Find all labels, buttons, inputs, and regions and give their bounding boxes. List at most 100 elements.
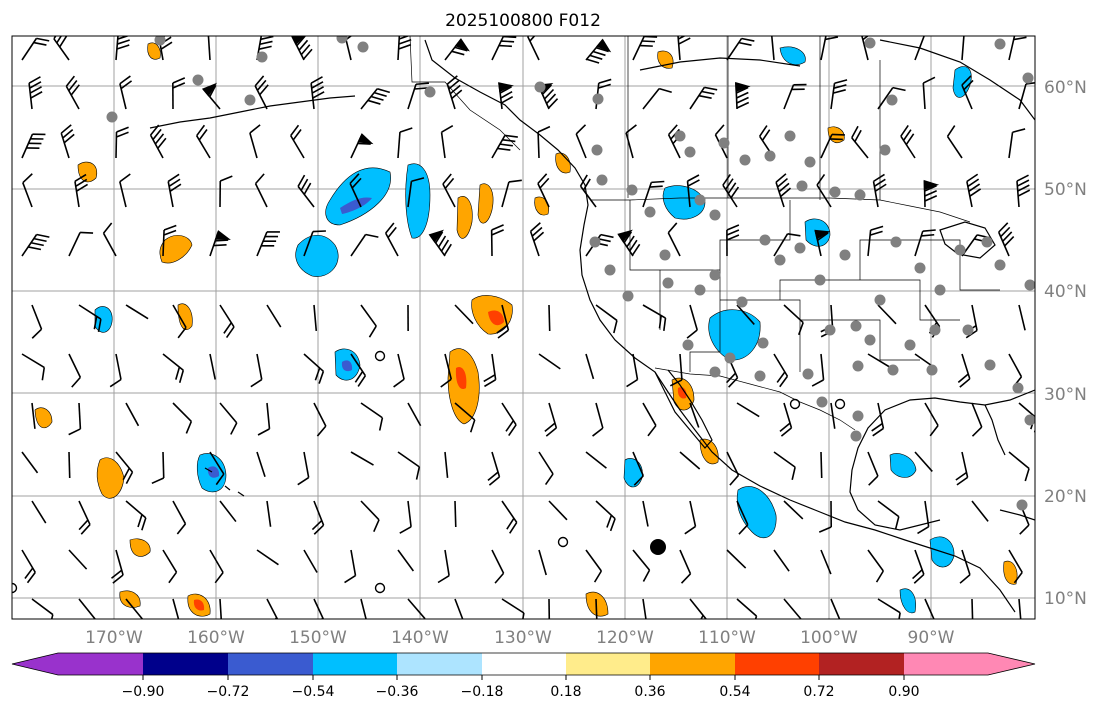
wind-barb bbox=[872, 173, 887, 208]
colorbar-segment bbox=[904, 653, 988, 675]
wind-barb bbox=[924, 402, 939, 437]
station-dot bbox=[887, 364, 899, 376]
wind-barb bbox=[684, 500, 697, 535]
wind-barb bbox=[830, 402, 836, 429]
station-dot bbox=[796, 180, 808, 192]
cuba bbox=[999, 509, 1035, 521]
colorbar-tick-label: −0.72 bbox=[207, 684, 250, 700]
station-dot bbox=[592, 93, 604, 105]
wind-barb bbox=[544, 402, 558, 437]
wind-barb bbox=[21, 451, 39, 474]
wind-barb bbox=[585, 549, 603, 583]
wind-barb bbox=[961, 36, 965, 61]
colorbar-tick-label: 0.72 bbox=[803, 684, 834, 700]
station-dot bbox=[984, 359, 996, 371]
wind-barb bbox=[783, 83, 807, 110]
wind-barb bbox=[498, 82, 514, 110]
positive-anomaly-patch bbox=[34, 407, 53, 429]
wind-barb bbox=[783, 500, 804, 520]
positive-anomaly-core bbox=[193, 599, 205, 611]
wind-barb bbox=[31, 304, 43, 339]
wind-barb bbox=[407, 598, 426, 619]
station-dot bbox=[622, 290, 634, 302]
wind-barb bbox=[440, 124, 454, 159]
wind-barb bbox=[399, 500, 412, 534]
wind-barb bbox=[959, 549, 971, 584]
wind-barb bbox=[775, 173, 792, 208]
positive-anomaly-patch bbox=[119, 590, 141, 608]
wind-barb bbox=[350, 233, 379, 257]
wind-barb bbox=[642, 598, 648, 619]
wind-barb bbox=[736, 598, 758, 619]
station-dot bbox=[934, 284, 946, 296]
station-dot bbox=[589, 236, 601, 248]
wind-barb bbox=[548, 500, 568, 521]
wind-barb bbox=[491, 549, 505, 584]
hawaii-islands bbox=[204, 467, 245, 497]
wind-barb bbox=[115, 451, 134, 484]
positive-anomaly-patch bbox=[555, 152, 571, 174]
positive-anomaly-patch bbox=[699, 438, 719, 465]
wind-barb bbox=[538, 451, 554, 486]
wind-barb bbox=[125, 500, 147, 531]
wind-barb bbox=[360, 304, 377, 338]
lon-label: 150°W bbox=[289, 628, 347, 648]
station-dot bbox=[852, 360, 864, 372]
wind-barb bbox=[483, 353, 497, 388]
wind-barb bbox=[428, 229, 452, 257]
wind-barb bbox=[350, 133, 374, 159]
wind-barb bbox=[490, 224, 504, 257]
wind-barb bbox=[266, 500, 272, 527]
wind-barb bbox=[360, 598, 369, 619]
station-dot bbox=[596, 174, 608, 186]
wind-barb bbox=[783, 304, 804, 336]
station-dot bbox=[674, 130, 686, 142]
station-dot bbox=[662, 277, 674, 289]
colorbar-segment bbox=[143, 653, 228, 675]
wind-barb bbox=[626, 353, 639, 388]
wind-barb bbox=[867, 451, 879, 486]
wind-barb bbox=[209, 549, 224, 584]
wind-barb bbox=[266, 304, 282, 328]
map-frame bbox=[11, 35, 1036, 620]
negative-anomaly-patch bbox=[708, 309, 761, 361]
wind-barb bbox=[1018, 81, 1035, 110]
station-dot bbox=[709, 209, 721, 221]
florida bbox=[984, 404, 1006, 456]
station-dot bbox=[604, 264, 616, 276]
wind-barb bbox=[537, 173, 550, 208]
wind-barb bbox=[1018, 304, 1026, 331]
station-dot bbox=[764, 150, 776, 162]
negative-anomaly-patch bbox=[952, 66, 972, 98]
colorbar-tick-label: 0.54 bbox=[719, 684, 750, 700]
wind-barb bbox=[529, 222, 545, 257]
contour-fills bbox=[34, 42, 1018, 617]
wind-barb bbox=[955, 451, 969, 486]
station-dot bbox=[534, 81, 546, 93]
wind-barb bbox=[397, 36, 412, 61]
positive-anomaly-patch bbox=[129, 538, 151, 557]
wind-barb bbox=[407, 82, 430, 110]
wind-barb bbox=[266, 598, 280, 619]
station-dot bbox=[816, 396, 828, 408]
wind-barb bbox=[349, 173, 362, 208]
wind-barb bbox=[21, 233, 50, 257]
station-dot bbox=[1024, 279, 1035, 291]
colorbar-outline bbox=[11, 652, 1036, 676]
wind-barb bbox=[384, 222, 399, 257]
wind-barb bbox=[219, 402, 238, 435]
colorbar-tick-label: 0.18 bbox=[550, 684, 581, 700]
colorbar-tick-label: −0.36 bbox=[376, 684, 419, 700]
colorbar-high-extension bbox=[988, 653, 1035, 675]
wind-barb bbox=[914, 36, 938, 61]
negative-anomaly-core bbox=[340, 197, 372, 214]
wind-barb bbox=[454, 598, 466, 619]
wind-barb bbox=[585, 38, 612, 64]
wind-barb bbox=[68, 549, 88, 570]
great-lakes bbox=[939, 221, 996, 259]
wind-barb bbox=[912, 549, 925, 584]
wind-barb bbox=[257, 402, 271, 436]
station-dot bbox=[106, 111, 118, 123]
wind-barb bbox=[303, 353, 325, 384]
map-title: 2025100800 F012 bbox=[445, 11, 601, 31]
